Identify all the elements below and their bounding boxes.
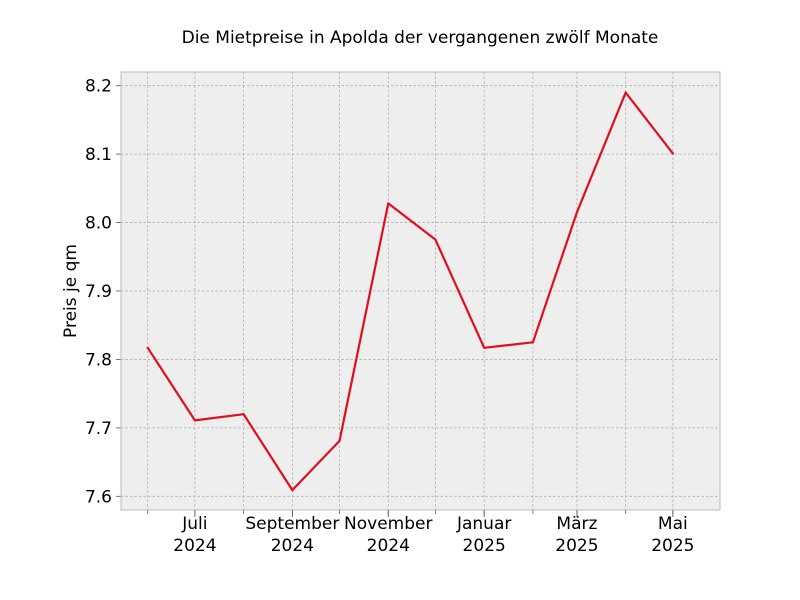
x-tick-label: Mai 2025 <box>651 514 694 556</box>
data-point <box>242 413 245 416</box>
data-point <box>291 489 294 492</box>
y-tick-label: 7.7 <box>85 419 112 439</box>
x-tick-label: Juli 2024 <box>173 514 216 556</box>
data-point <box>193 419 196 422</box>
y-tick-label: 8.0 <box>85 214 112 234</box>
y-tick-label: 7.6 <box>85 487 112 507</box>
chart-title: Die Mietpreise in Apolda der vergangenen… <box>182 28 659 48</box>
data-point <box>575 211 579 214</box>
x-tick-label: März 2025 <box>555 514 598 556</box>
x-tick-label: September 2024 <box>245 514 339 556</box>
data-point <box>338 439 341 442</box>
series <box>146 91 674 492</box>
y-tick-label: 7.8 <box>85 350 112 370</box>
grid <box>121 72 720 510</box>
y-axis-label: Preis je qm <box>61 244 81 338</box>
data-point <box>387 202 390 205</box>
data-point <box>434 238 437 241</box>
series-line <box>146 91 674 492</box>
data-point <box>483 346 486 349</box>
data-point <box>531 341 535 344</box>
data-point <box>624 91 627 94</box>
x-tick-label: November 2024 <box>344 514 432 556</box>
y-tick-label: 8.1 <box>85 145 112 165</box>
plot-frame <box>120 71 721 511</box>
y-tick-label: 8.2 <box>85 77 112 97</box>
y-tick-label: 7.9 <box>85 282 112 302</box>
y-axis: 7.6 7.7 7.8 7.9 8.0 8.1 8.2 <box>85 77 121 507</box>
data-point <box>671 152 674 155</box>
x-tick-label: Januar 2025 <box>456 514 511 556</box>
data-point <box>146 346 149 349</box>
